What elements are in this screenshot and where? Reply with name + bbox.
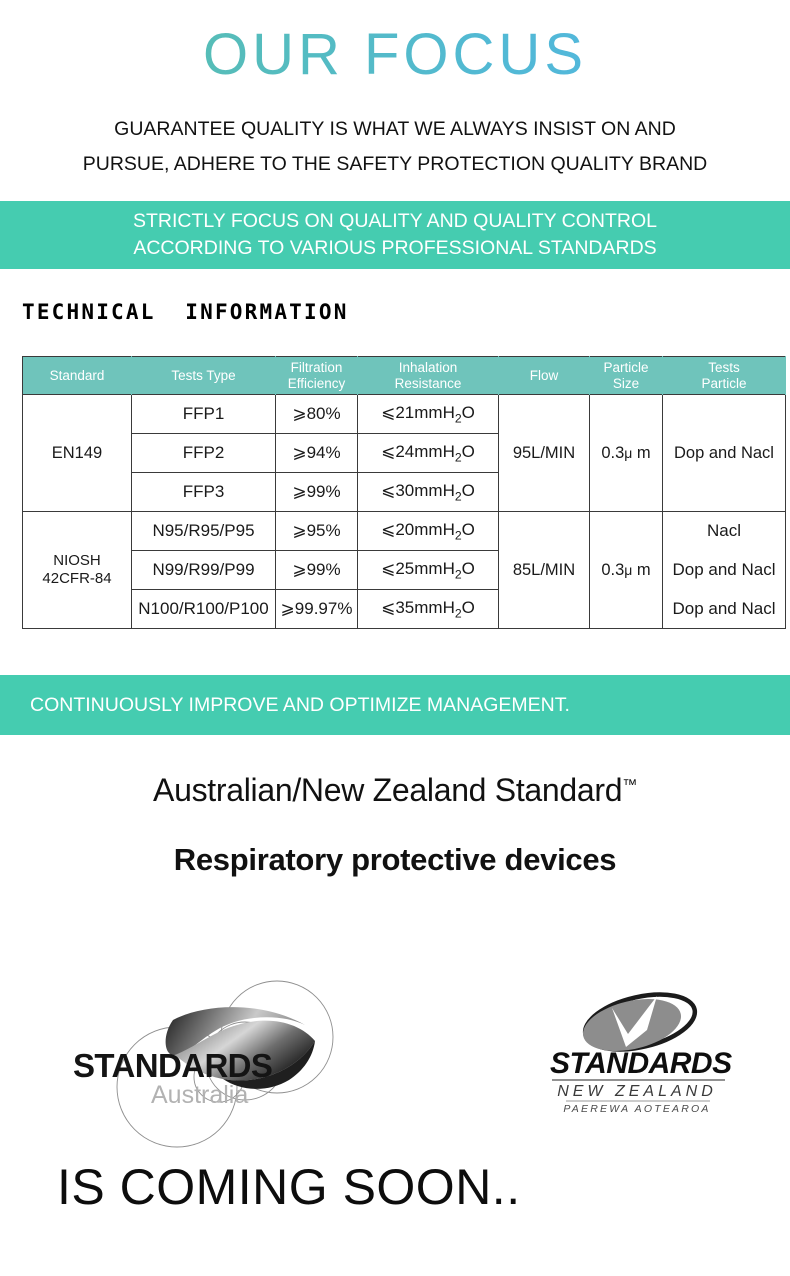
- cell-filtration-efficiency: ⩾94%: [275, 433, 358, 473]
- cell-inhalation-resistance: ⩽21mmH2O: [357, 394, 499, 434]
- table-header-row: Standard Tests Type Filtration Efficienc…: [22, 356, 786, 395]
- cell-tests-particle: Dop and Nacl: [662, 394, 786, 512]
- cell-inhalation-resistance: ⩽25mmH2O: [357, 550, 499, 590]
- cell-flow: 85L/MIN: [498, 511, 590, 629]
- anz-standard-title-text: Australian/New Zealand Standard: [153, 772, 623, 808]
- cell-standard-en149: EN149: [22, 394, 132, 512]
- logo-swoosh-tail: [223, 1041, 315, 1089]
- cell-filtration-efficiency: ⩾99.97%: [275, 589, 358, 629]
- subtitle-line-2: PURSUE, ADHERE TO THE SAFETY PROTECTION …: [82, 153, 708, 175]
- col-header-filtration-efficiency: Filtration Efficiency: [275, 356, 358, 395]
- banner-quality-focus: STRICTLY FOCUS ON QUALITY AND QUALITY CO…: [0, 201, 790, 269]
- col-header-flow: Flow: [498, 356, 590, 395]
- table-row: N99/R99/P99 ⩾99% ⩽25mmH2O Dop and Nacl: [23, 550, 786, 590]
- anz-standard-subtitle: Respiratory protective devices: [173, 842, 617, 877]
- cell-inhalation-resistance: ⩽35mmH2O: [357, 589, 499, 629]
- logo-nz-paerewa-text: PAEREWA AOTEAROA: [563, 1103, 710, 1115]
- cell-tests-particle: Nacl: [662, 511, 786, 551]
- cell-filtration-efficiency: ⩾99%: [275, 472, 358, 512]
- cell-standard-niosh: NIOSH 42CFR-84: [22, 511, 132, 629]
- table-row: N100/R100/P100 ⩾99.97% ⩽35mmH2O Dop and …: [23, 589, 786, 629]
- cell-particle-size: 0.3μ m: [589, 394, 663, 512]
- logo-au-australia-text: Australia: [151, 1081, 248, 1109]
- coming-soon-text: IS COMING SOON..: [57, 1159, 521, 1215]
- technical-information-table: Standard Tests Type Filtration Efficienc…: [22, 356, 786, 629]
- logo-swoosh-upper: [165, 1007, 305, 1056]
- logo-nz-check-icon: [612, 996, 657, 1047]
- trademark-icon: ™: [622, 776, 637, 794]
- standards-new-zealand-logo-icon: STANDARDS NEW ZEALAND PAEREWA AOTEAROA: [550, 992, 733, 1115]
- banner-continuous-improvement: CONTINUOUSLY IMPROVE AND OPTIMIZE MANAGE…: [0, 675, 790, 735]
- logo-nz-new-zealand-text: NEW ZEALAND: [557, 1083, 717, 1100]
- table-row: FFP2 ⩾94% ⩽24mmH2O: [23, 433, 786, 473]
- cell-particle-size: 0.3μ m: [589, 511, 663, 629]
- col-header-particle-size: Particle Size: [589, 356, 663, 395]
- cell-tests-type: FFP1: [131, 394, 276, 434]
- standards-australia-logo: STANDARDS Australia: [55, 905, 405, 1155]
- cell-tests-type: N95/R95/P95: [131, 511, 276, 551]
- table-row: NIOSH 42CFR-84 N95/R95/P95 ⩾95% ⩽20mmH2O…: [22, 511, 786, 629]
- table-row: FFP3 ⩾99% ⩽30mmH2O: [23, 472, 786, 512]
- logo-nz-standards-text: STANDARDS: [550, 1047, 732, 1080]
- cell-filtration-efficiency: ⩾95%: [275, 511, 358, 551]
- logo-swoosh-lower: [175, 1020, 315, 1081]
- cell-tests-particle: Dop and Nacl: [662, 589, 786, 629]
- cell-flow: 95L/MIN: [498, 394, 590, 512]
- standards-new-zealand-logo: STANDARDS NEW ZEALAND PAEREWA AOTEAROA: [520, 990, 755, 1115]
- cell-tests-type: N100/R100/P100: [131, 589, 276, 629]
- subtitle-line-1: GUARANTEE QUALITY IS WHAT WE ALWAYS INSI…: [114, 118, 676, 140]
- cell-inhalation-resistance: ⩽30mmH2O: [357, 472, 499, 512]
- anz-standard-title: Australian/New Zealand Standard™: [0, 772, 790, 809]
- cell-tests-type: N99/R99/P99: [131, 550, 276, 590]
- page-subtitle: GUARANTEE QUALITY IS WHAT WE ALWAYS INSI…: [28, 112, 762, 182]
- col-header-standard: Standard: [22, 356, 132, 395]
- cell-tests-type: FFP3: [131, 472, 276, 512]
- cell-tests-particle: Dop and Nacl: [662, 550, 786, 590]
- cell-inhalation-resistance: ⩽24mmH2O: [357, 433, 499, 473]
- section-heading-technical-information: TECHNICAL INFORMATION: [22, 300, 349, 324]
- banner-top-line-2: ACCORDING TO VARIOUS PROFESSIONAL STANDA…: [133, 237, 657, 259]
- col-header-tests-particle: Tests Particle: [662, 356, 786, 395]
- page-title: OUR FOCUS: [0, 20, 790, 90]
- cell-inhalation-resistance: ⩽20mmH2O: [357, 511, 499, 551]
- cell-tests-type: FFP2: [131, 433, 276, 473]
- banner-top-line-1: STRICTLY FOCUS ON QUALITY AND QUALITY CO…: [132, 210, 658, 232]
- cell-filtration-efficiency: ⩾80%: [275, 394, 358, 434]
- table-row: EN149 FFP1 ⩾80% ⩽21mmH2O 95L/MIN 0.3μ m …: [22, 394, 786, 512]
- cell-filtration-efficiency: ⩾99%: [275, 550, 358, 590]
- standards-australia-logo-icon: STANDARDS Australia: [73, 980, 334, 1148]
- logo-nz-ellipse-fill: [582, 999, 682, 1051]
- col-header-tests-type: Tests Type: [131, 356, 276, 395]
- col-header-inhalation-resistance: Inhalation Resistance: [357, 356, 499, 395]
- logo-au-standards-text: STANDARDS: [73, 1047, 272, 1084]
